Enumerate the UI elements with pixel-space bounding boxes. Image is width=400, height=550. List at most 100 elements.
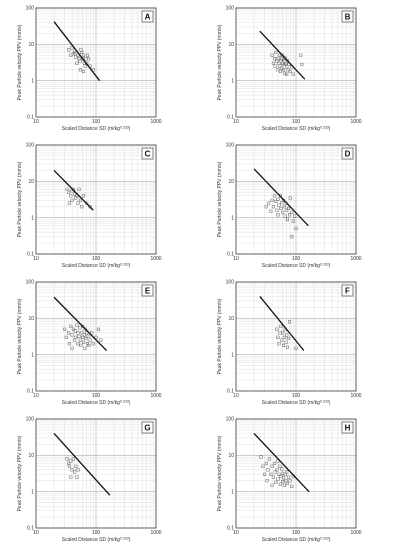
panel-label-box — [341, 10, 354, 23]
data-point — [85, 53, 89, 57]
data-point — [80, 50, 84, 54]
data-point — [259, 455, 263, 459]
data-point — [294, 346, 298, 350]
x-tick-label: 1000 — [350, 393, 361, 399]
data-point — [70, 346, 74, 350]
data-point — [82, 53, 86, 57]
data-point — [273, 64, 277, 68]
data-point — [264, 205, 268, 209]
data-point — [82, 194, 86, 198]
y-axis-label: Peak Particle velocity PPV (mm/s) — [17, 161, 23, 237]
data-point — [83, 64, 87, 68]
y-tick-label: 1 — [231, 215, 234, 221]
data-point — [277, 203, 281, 207]
data-point — [286, 336, 291, 340]
data-point — [293, 214, 297, 218]
regression-line — [53, 433, 111, 496]
data-point — [269, 209, 273, 213]
data-point — [288, 213, 292, 217]
chart-panel-d: 10 100 1000 0.1 1 10 100 Scaled Distance SD (m/… — [200, 137, 400, 274]
chart-panel-f: 10 100 1000 0.1 1 10 100 Scaled Distance SD (m/… — [200, 274, 400, 411]
data-point — [285, 65, 289, 69]
y-tick-label: 0.1 — [27, 115, 34, 121]
plot-border — [35, 7, 157, 118]
data-points — [275, 320, 298, 350]
x-axis-label: Scaled Distance SD (m/kg0.333) — [262, 262, 331, 269]
data-point — [274, 480, 278, 484]
data-point — [270, 53, 274, 57]
plot-border — [235, 7, 357, 118]
data-point — [71, 457, 75, 461]
data-point — [271, 205, 275, 209]
gridlines — [235, 8, 356, 118]
x-tick-label: 10 — [33, 256, 39, 262]
data-point — [279, 59, 283, 63]
data-point — [96, 327, 101, 331]
panel-label: H — [345, 423, 351, 432]
chart-panel-e: 10 100 1000 0.1 1 10 100 Scaled Distance SD (m/… — [0, 274, 200, 411]
x-tick-label: 100 — [92, 256, 101, 262]
data-point — [74, 464, 78, 468]
panel-label: C — [145, 149, 151, 158]
data-point — [276, 197, 280, 201]
data-point — [282, 476, 286, 480]
data-point — [280, 338, 284, 342]
data-points — [259, 455, 295, 488]
data-points — [264, 194, 298, 239]
data-point — [288, 196, 292, 200]
data-point — [285, 59, 289, 63]
data-point — [274, 199, 278, 203]
data-point — [276, 213, 280, 217]
data-point — [69, 324, 73, 328]
data-point — [282, 483, 286, 487]
data-point — [76, 342, 80, 346]
data-point — [285, 470, 289, 474]
data-point — [271, 475, 275, 479]
regression-line — [253, 433, 310, 493]
data-point — [273, 461, 277, 465]
data-point — [74, 335, 78, 339]
data-point — [67, 464, 71, 468]
data-point — [299, 53, 303, 57]
x-tick-label: 1000 — [150, 393, 161, 399]
gridlines — [35, 145, 156, 255]
data-point — [278, 69, 282, 73]
data-point — [300, 62, 304, 66]
regression-line — [53, 296, 108, 351]
data-point — [288, 320, 292, 324]
x-tick-label: 100 — [92, 119, 101, 125]
x-tick-label: 10 — [33, 393, 39, 399]
data-point — [74, 55, 78, 59]
data-point — [281, 480, 285, 484]
data-point — [75, 61, 79, 65]
x-axis-label: Scaled Distance SD (m/kg0.333) — [62, 399, 131, 406]
y-tick-label: 1 — [231, 352, 234, 358]
data-point — [71, 327, 75, 331]
data-point — [282, 335, 286, 339]
data-point — [69, 475, 73, 479]
data-point — [274, 50, 278, 54]
y-tick-label: 100 — [226, 143, 235, 149]
regression-line — [53, 169, 94, 211]
chart-panel-b: 10 100 1000 0.1 1 10 100 Scaled Distance SD (m/… — [200, 0, 400, 137]
data-point — [270, 464, 274, 468]
data-point — [70, 333, 74, 337]
x-tick-label: 100 — [292, 256, 301, 262]
x-tick-label: 1000 — [150, 256, 161, 262]
data-point — [88, 338, 92, 342]
data-point — [67, 48, 71, 52]
data-point — [67, 190, 71, 194]
data-point — [286, 475, 291, 479]
data-point — [270, 483, 274, 487]
data-point — [276, 57, 280, 61]
data-point — [81, 324, 85, 328]
x-tick-label: 100 — [92, 393, 101, 399]
data-point — [282, 343, 286, 347]
data-point — [264, 461, 268, 465]
data-point — [73, 470, 77, 474]
y-tick-label: 10 — [228, 316, 234, 322]
x-tick-label: 10 — [233, 530, 239, 536]
data-point — [77, 57, 81, 61]
